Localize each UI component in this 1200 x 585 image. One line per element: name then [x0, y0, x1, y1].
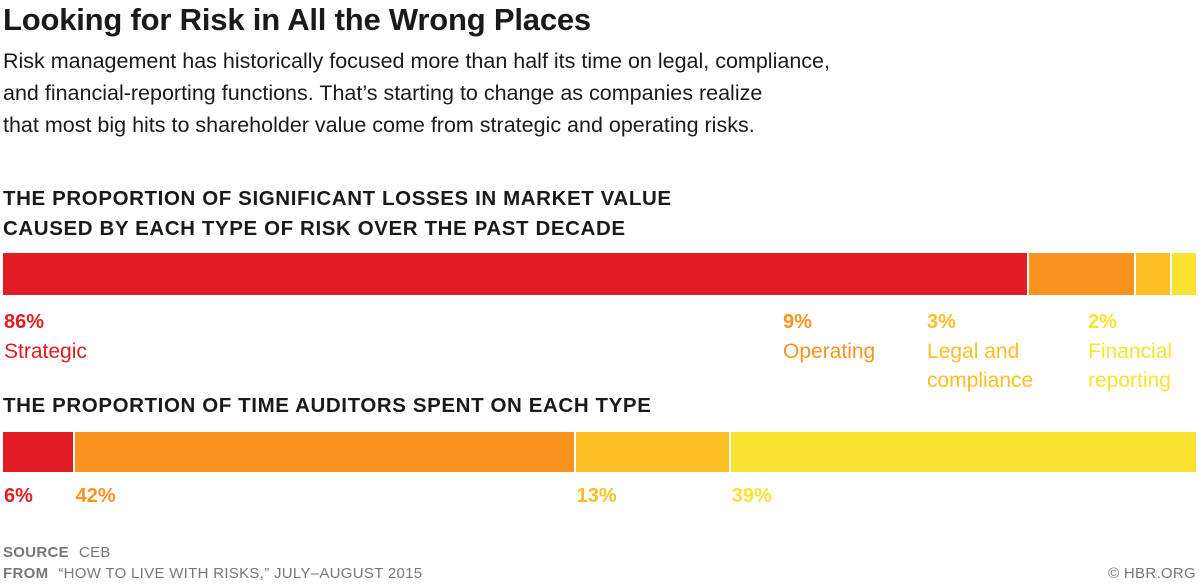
heading-line: THE PROPORTION OF TIME AUDITORS SPENT ON…: [3, 394, 652, 417]
bar-segment-legal-and-compliance: [575, 432, 729, 472]
value-label: 42%: [75, 485, 116, 507]
bar-segment-financial-reporting: [730, 432, 1196, 472]
chart-subtitle: Risk management has historically focused…: [3, 45, 1003, 141]
category-label-line: Operating: [783, 340, 876, 363]
heading-line: CAUSED BY EACH TYPE OF RISK OVER THE PAS…: [3, 217, 626, 240]
category-label-line: Strategic: [4, 340, 87, 363]
category-label: Strategic: [4, 337, 87, 366]
value-label: 2%: [1088, 311, 1117, 333]
bar-segment-operating: [1028, 253, 1135, 295]
auditor-time-stacked-bar: [3, 432, 1196, 472]
category-label-line: Legal and: [927, 340, 1020, 363]
value-label: 3%: [927, 311, 956, 333]
losses-chart-heading: THE PROPORTION OF SIGNIFICANT LOSSES IN …: [3, 184, 672, 244]
value-label: 9%: [783, 311, 812, 333]
chart-title: Looking for Risk in All the Wrong Places: [3, 2, 591, 37]
source-label: SOURCE: [3, 544, 69, 561]
subtitle-line: and financial-reporting functions. That’…: [3, 81, 763, 105]
category-label: Legal and compliance: [927, 337, 1033, 395]
auditor-time-chart-heading: THE PROPORTION OF TIME AUDITORS SPENT ON…: [3, 391, 651, 421]
bar-segment-financial-reporting: [1172, 253, 1196, 295]
from-line: FROM “HOW TO LIVE WITH RISKS,” JULY–AUGUS…: [3, 565, 422, 582]
bar-segment-strategic: [3, 432, 73, 472]
category-label-line: compliance: [927, 369, 1034, 392]
bar-segment-strategic: [3, 253, 1027, 295]
losses-stacked-bar: [3, 253, 1196, 295]
subtitle-line: that most big hits to shareholder value …: [3, 113, 755, 137]
value-label: 13%: [576, 485, 617, 507]
category-label: Financial reporting: [1088, 337, 1172, 395]
heading-line: THE PROPORTION OF SIGNIFICANT LOSSES IN …: [3, 187, 672, 210]
category-label-line: Financial: [1088, 340, 1173, 363]
category-label: Operating: [783, 337, 875, 366]
value-label: 6%: [4, 485, 33, 507]
from-label: FROM: [3, 565, 49, 582]
value-label: 86%: [4, 311, 45, 333]
category-label-line: reporting: [1088, 369, 1171, 392]
source-value: CEB: [78, 544, 111, 561]
source-line: SOURCE CEB: [3, 544, 111, 561]
copyright: © HBR.ORG: [1108, 565, 1196, 582]
from-value: “HOW TO LIVE WITH RISKS,” JULY–AUGUST 20…: [58, 565, 423, 582]
value-label: 39%: [731, 485, 772, 507]
bar-segment-operating: [74, 432, 574, 472]
subtitle-line: Risk management has historically focused…: [3, 49, 830, 73]
bar-segment-legal-and-compliance: [1136, 253, 1171, 295]
